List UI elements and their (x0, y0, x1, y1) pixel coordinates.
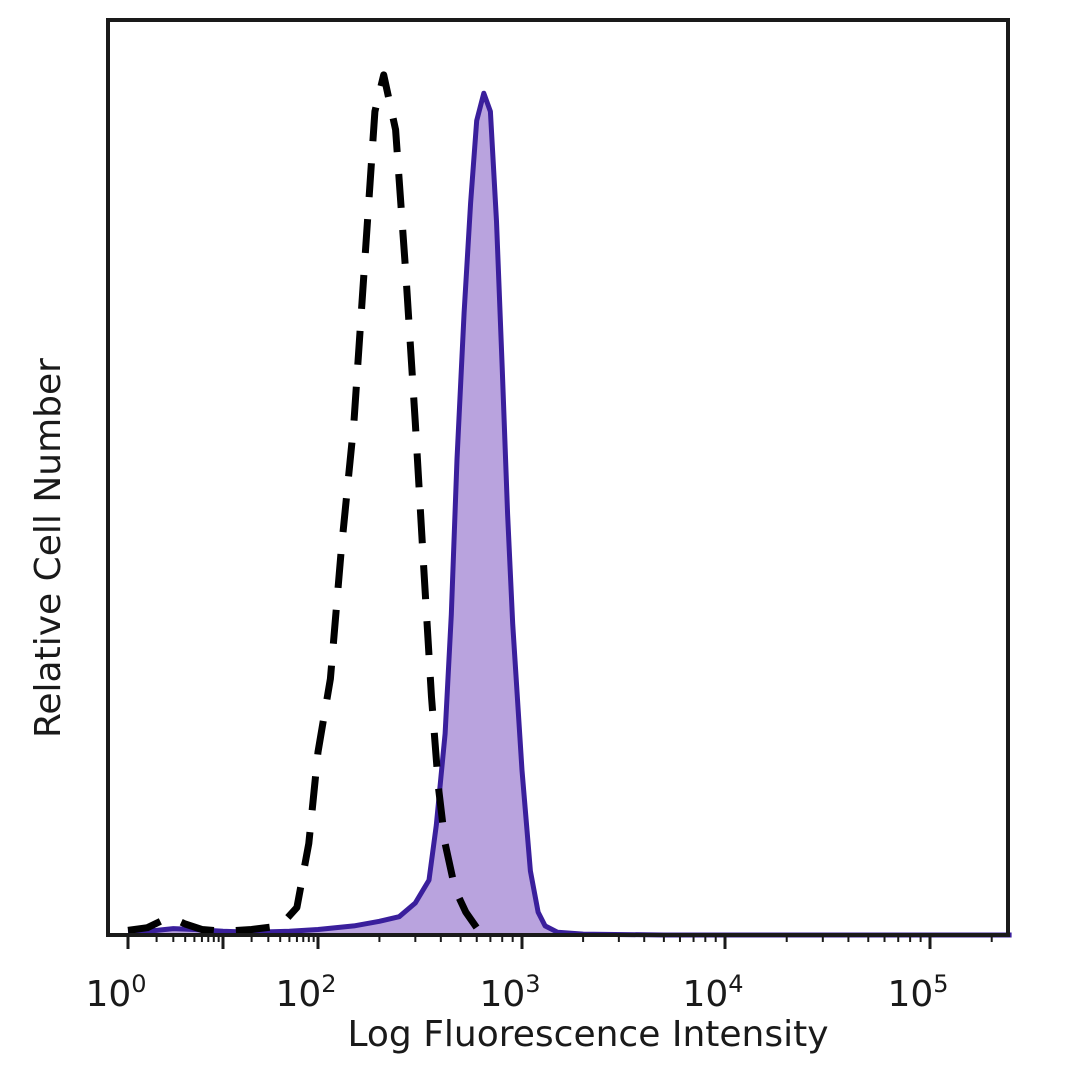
y-axis-title: Relative Cell Number (28, 358, 69, 738)
series-1-line (127, 90, 1012, 938)
series-0-line (127, 71, 492, 937)
x-tick-label: 100 (85, 970, 146, 1015)
plot-area (127, 71, 1012, 938)
x-axis-title: Log Fluorescence Intensity (347, 1014, 828, 1055)
plot-frame (106, 18, 1010, 937)
x-tick-label: 103 (479, 970, 540, 1015)
x-tick-label: 105 (887, 970, 948, 1015)
x-tick-label: 102 (275, 970, 336, 1015)
x-tick-label: 104 (682, 970, 743, 1015)
x-axis-ticks: 100 102 103 104 105 (85, 935, 993, 1015)
series-1-area (128, 93, 1012, 935)
